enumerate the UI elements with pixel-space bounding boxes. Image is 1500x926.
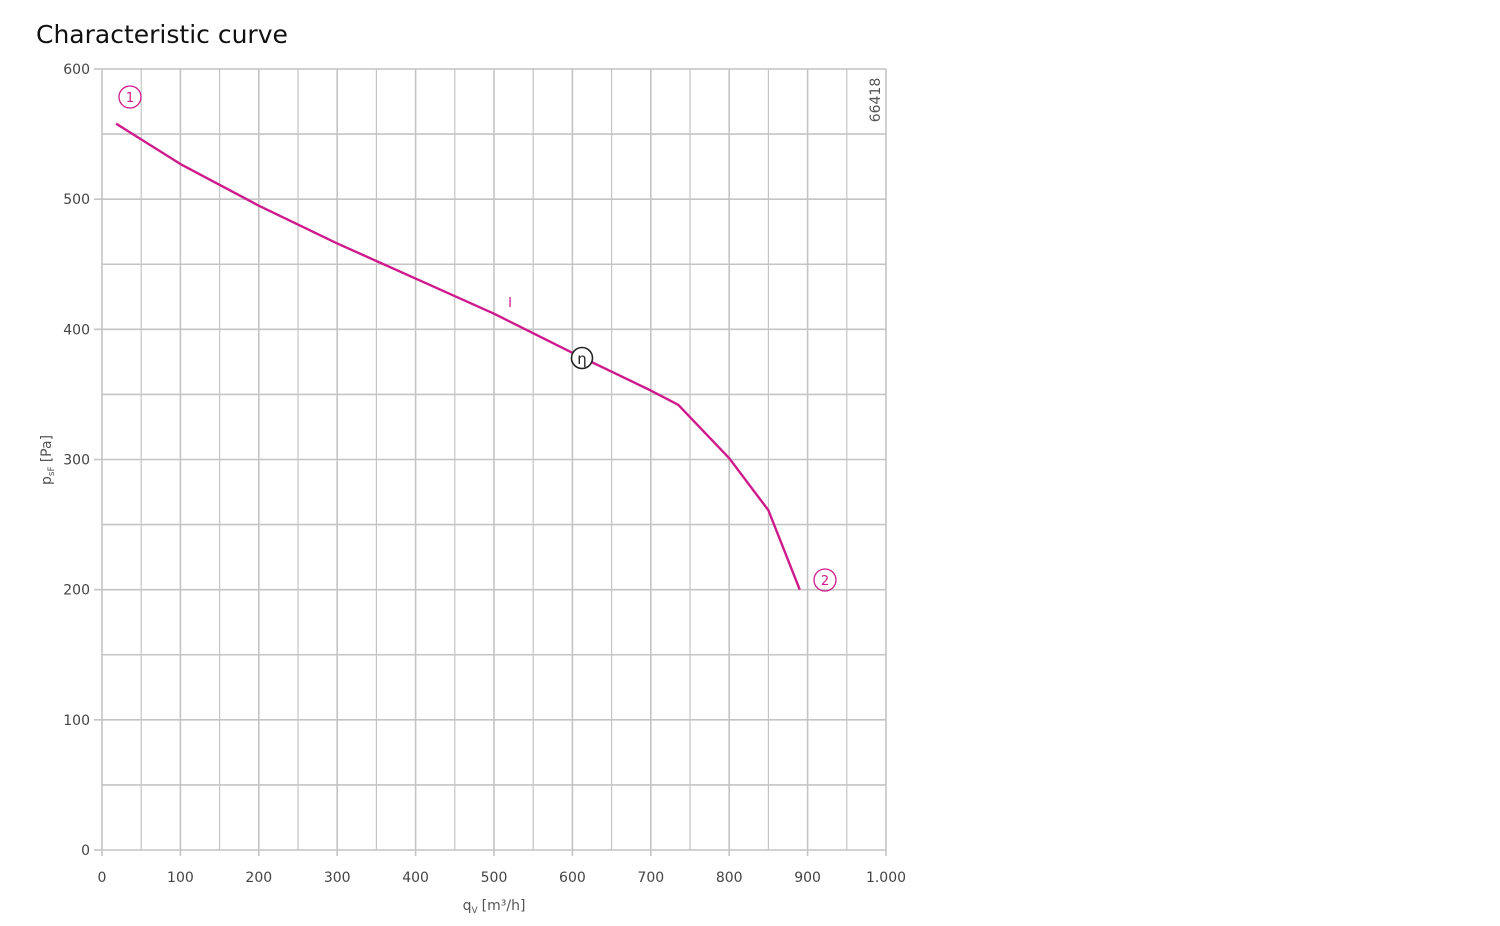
x-tick-label: 0: [98, 870, 107, 886]
annotation-circle: [570, 346, 594, 370]
x-tick-label: 500: [481, 870, 508, 886]
series-label: I: [508, 296, 512, 311]
x-label-main: q: [463, 898, 472, 914]
x-label-sub: V: [471, 906, 478, 916]
x-axis-label: qV [m³/h]: [463, 898, 526, 916]
y-tick-label: 500: [63, 192, 90, 208]
x-tick-label: 600: [559, 870, 586, 886]
x-tick-label: 400: [402, 870, 429, 886]
x-tick-label: 900: [794, 870, 821, 886]
y-tick-label: 200: [63, 583, 90, 599]
annotation-text: 1: [126, 91, 134, 106]
x-tick-label: 1.000: [866, 870, 906, 886]
y-tick-label: 300: [63, 453, 90, 469]
annotation-end: 2: [813, 568, 837, 592]
code-label: 66418: [868, 78, 884, 123]
y-tick-label: 400: [63, 322, 90, 338]
y-label-unit: [Pa]: [39, 435, 55, 462]
annotation-text: η: [577, 350, 587, 368]
grid: 0 100 200 300 400 500 600 700 800 900 1.000 0 100 200…: [63, 62, 906, 886]
y-label-main: p: [39, 476, 55, 485]
y-tick-label: 100: [63, 713, 90, 729]
y-tick-label: 600: [63, 62, 90, 78]
annotation-efficiency: η: [570, 346, 594, 370]
y-tick-label: 0: [81, 843, 90, 859]
marks: [115, 122, 801, 591]
y-label-sub: sF: [47, 466, 57, 476]
annotation-start: 1: [118, 85, 142, 109]
x-tick-label: 300: [324, 870, 351, 886]
x-tick-label: 100: [167, 870, 194, 886]
annotation-circle: [813, 568, 837, 592]
x-tick-label: 200: [245, 870, 272, 886]
annotation-text: 2: [821, 574, 829, 589]
annotation-circle: [118, 85, 142, 109]
x-label-unit: [m³/h]: [482, 898, 526, 914]
curve: [115, 122, 801, 591]
chart-title: Characteristic curve: [36, 20, 288, 49]
x-tick-label: 800: [716, 870, 743, 886]
x-tick-label: 700: [637, 870, 664, 886]
y-axis-label: psF [Pa]: [39, 435, 57, 485]
